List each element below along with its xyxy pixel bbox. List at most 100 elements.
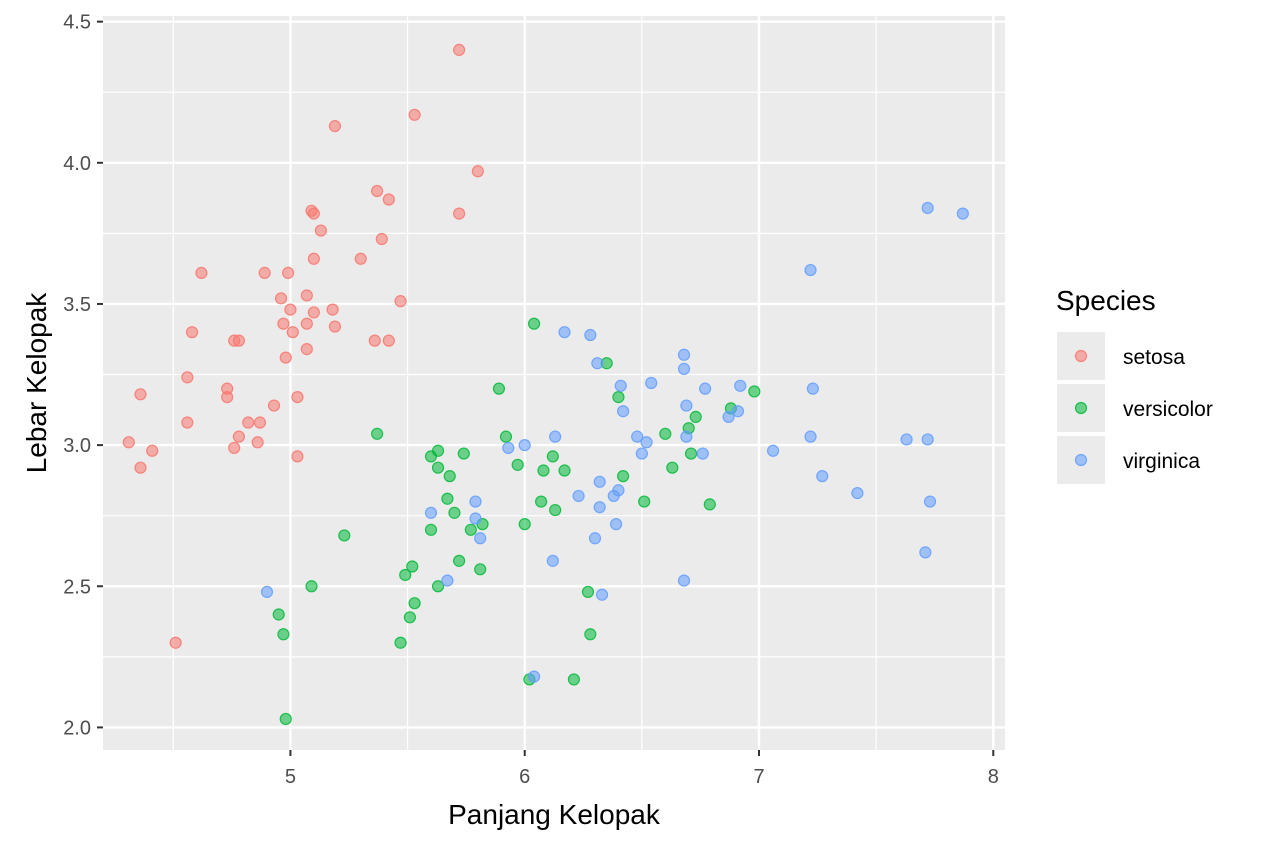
point-versicolor [448,506,461,519]
point-setosa [291,391,304,404]
point-virginica [612,484,625,497]
y-axis: 2.0 2.5 3.0 3.5 4.0 4.5 [63,12,103,739]
x-axis-title: Panjang Kelopak [448,799,661,830]
point-virginica [595,588,609,601]
point-virginica [609,518,623,531]
point-virginica [731,405,745,418]
point-setosa [453,207,466,220]
legend-marker-setosa [1074,349,1088,363]
point-setosa [181,416,194,429]
legend: Species setosa versicolor virginica [1056,285,1213,484]
point-versicolor [748,385,761,398]
point-setosa [251,436,264,449]
point-setosa [382,334,395,347]
point-setosa [368,334,381,347]
point-setosa [134,388,147,401]
point-setosa [314,224,327,237]
point-versicolor [371,427,384,440]
legend-title: Species [1056,285,1156,316]
point-setosa [328,320,342,333]
point-versicolor [464,523,477,536]
point-versicolor [511,458,524,471]
point-virginica [527,670,541,683]
point-setosa [258,266,271,279]
point-setosa [408,108,421,121]
point-versicolor [499,430,513,443]
point-setosa [375,232,388,246]
point-virginica [546,554,559,567]
point-versicolor [394,636,407,649]
y-axis-title: Lebar Kelopak [21,292,52,474]
point-versicolor [474,563,487,576]
point-setosa [277,317,290,330]
point-versicolor [549,503,562,517]
point-virginica [631,430,644,443]
point-setosa [307,252,320,265]
point-versicolor [431,444,445,457]
y-tick-label: 2.5 [63,576,91,598]
point-versicolor [277,628,290,641]
point-virginica [424,506,438,519]
point-virginica [816,470,829,483]
point-virginica [558,326,571,339]
point-setosa [122,436,135,449]
major-grid [103,16,1005,750]
point-virginica [680,430,693,443]
point-versicolor [666,461,679,474]
data-points [122,43,969,726]
point-setosa [267,399,281,412]
point-versicolor [443,470,456,483]
point-setosa [284,303,297,316]
point-virginica [696,447,709,460]
point-virginica [591,357,604,370]
point-setosa [242,416,255,429]
point-setosa [286,326,299,339]
point-setosa [354,252,367,265]
point-virginica [549,430,562,443]
point-virginica [640,436,653,449]
point-virginica [919,546,932,559]
point-versicolor [584,628,597,641]
point-versicolor [399,568,412,582]
point-virginica [593,501,606,514]
point-virginica [469,495,482,508]
point-virginica [804,263,817,277]
point-versicolor [279,712,292,726]
point-virginica [593,475,606,488]
point-versicolor [612,391,625,404]
point-versicolor [431,461,445,474]
point-virginica [617,405,630,418]
point-setosa [253,416,267,429]
point-versicolor [689,410,702,423]
x-tick-label: 7 [753,766,764,788]
point-setosa [185,326,199,339]
point-setosa [281,266,295,279]
point-virginica [677,362,691,375]
point-setosa [195,266,208,279]
point-virginica [677,574,691,587]
point-versicolor [617,470,630,483]
point-setosa [169,636,182,649]
y-tick-label: 4.5 [63,12,91,34]
point-virginica [956,207,969,220]
point-versicolor [457,447,470,460]
point-versicolor [272,608,285,621]
point-versicolor [305,580,318,593]
point-setosa [328,119,342,133]
point-virginica [804,430,817,443]
x-tick-label: 6 [519,766,530,788]
point-setosa [307,306,320,319]
point-versicolor [546,450,559,463]
point-setosa [232,430,245,443]
y-tick-label: 3.5 [63,294,91,316]
point-virginica [699,382,712,395]
legend-label-setosa: setosa [1123,346,1185,369]
point-setosa [291,450,304,463]
point-setosa [181,371,194,384]
x-tick-label: 5 [285,766,296,788]
point-virginica [900,433,913,446]
x-axis: 5 6 7 8 [285,750,999,788]
point-setosa [300,289,313,302]
point-versicolor [537,464,550,477]
point-versicolor [338,529,351,542]
